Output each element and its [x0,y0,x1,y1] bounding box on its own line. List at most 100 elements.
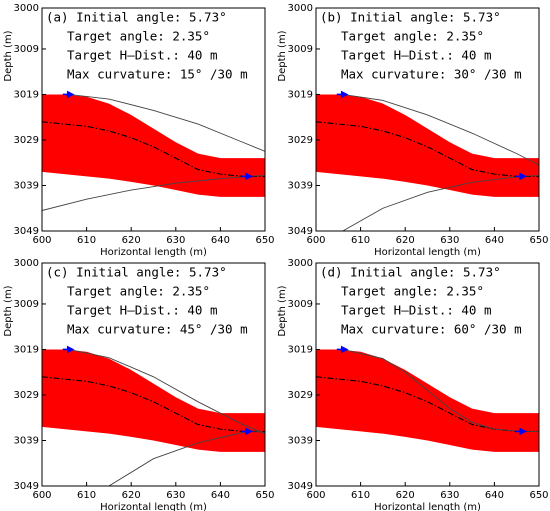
y-tick-label: 3009 [288,299,313,310]
x-tick-label: 650 [255,490,274,501]
y-tick-label: 3039 [14,435,39,446]
reservoir-band [42,94,265,197]
y-tick-label: 3039 [288,435,313,446]
y-axis-label: Depth (m) [3,30,14,81]
center-line [316,121,539,177]
annotation: Target angle: 2.35° [341,29,484,44]
annotation: Target H—Dist.: 40 m [67,303,218,318]
trajectory [108,430,265,486]
annotation: Target angle: 2.35° [67,284,210,299]
annotation: (c) Initial angle: 5.73° [46,265,227,280]
x-tick-label: 630 [440,235,459,246]
x-tick-label: 650 [529,490,548,501]
y-tick-label: 3029 [288,390,313,401]
x-tick-label: 630 [440,490,459,501]
x-tick-label: 600 [32,490,51,501]
x-tick-label: 640 [485,235,504,246]
x-tick-label: 620 [396,490,415,501]
x-tick-label: 650 [255,235,274,246]
y-tick-label: 3009 [14,44,39,55]
x-tick-label: 640 [211,490,230,501]
x-tick-label: 610 [351,490,370,501]
x-axis-label: Horizontal length (m) [374,247,481,258]
plot-area [42,90,265,211]
x-axis-label: Horizontal length (m) [100,502,207,511]
y-axis-label: Depth (m) [277,285,288,336]
y-tick-label: 3039 [288,180,313,191]
y-tick-label: 3009 [288,44,313,55]
y-tick-label: 3039 [14,180,39,191]
plot-frame [41,7,266,232]
annotation: Max curvature: 60° /30 m [341,322,522,337]
y-tick-label: 3019 [288,344,313,355]
reservoir-band [42,349,265,452]
trajectory [342,349,539,432]
annotation: Target angle: 2.35° [67,29,210,44]
x-tick-label: 610 [351,235,370,246]
y-tick-label: 3019 [288,89,313,100]
arrow-marker [336,90,349,99]
arrow-marker [62,345,75,354]
y-tick-label: 3049 [14,226,39,237]
x-tick-label: 620 [396,235,415,246]
y-axis-label: Depth (m) [3,285,14,336]
annotation: Target H—Dist.: 40 m [341,48,492,63]
x-tick-label: 610 [77,490,96,501]
arrow-marker [62,90,75,99]
arrow-marker [241,427,253,436]
y-tick-label: 3049 [14,481,39,492]
y-tick-label: 3000 [288,258,313,269]
y-tick-label: 3000 [14,258,39,269]
arrow-marker [515,172,527,181]
y-tick-label: 3029 [14,390,39,401]
y-tick-label: 3049 [288,226,313,237]
x-tick-label: 600 [306,490,325,501]
reservoir-band [316,349,539,452]
plot-frame [41,262,266,487]
plot-area [42,345,265,486]
x-axis-label: Horizontal length (m) [100,247,207,258]
annotation: (a) Initial angle: 5.73° [46,10,227,25]
center-line [42,121,265,177]
arrow-marker [241,172,253,181]
x-tick-label: 600 [306,235,325,246]
arrow-marker [336,345,349,354]
y-axis-label: Depth (m) [277,30,288,81]
x-tick-label: 640 [485,490,504,501]
annotation: Target H—Dist.: 40 m [341,303,492,318]
arrow-marker [515,427,527,436]
annotation: (d) Initial angle: 5.73° [320,265,501,280]
plot-area [316,90,539,231]
center-line [316,376,539,432]
x-tick-label: 650 [529,235,548,246]
y-tick-label: 3019 [14,344,39,355]
x-tick-label: 600 [32,235,51,246]
annotation: Target angle: 2.35° [341,284,484,299]
y-tick-label: 3000 [14,3,39,14]
plot-area [316,345,539,452]
annotation: Max curvature: 45° /30 m [67,322,248,337]
annotation: Max curvature: 15° /30 m [67,67,248,82]
y-tick-label: 3000 [288,3,313,14]
y-tick-label: 3029 [288,135,313,146]
center-line [42,376,265,432]
x-axis-label: Horizontal length (m) [374,502,481,511]
y-tick-label: 3049 [288,481,313,492]
plot-frame [315,262,540,487]
x-tick-label: 640 [211,235,230,246]
y-tick-label: 3029 [14,135,39,146]
reservoir-band [316,94,539,197]
annotation: (b) Initial angle: 5.73° [320,10,501,25]
plot-frame [315,7,540,232]
trajectory [68,94,265,152]
x-tick-label: 630 [166,490,185,501]
trajectory [342,94,539,166]
annotation: Max curvature: 30° /30 m [341,67,522,82]
annotation: Target H—Dist.: 40 m [67,48,218,63]
y-tick-label: 3019 [14,89,39,100]
y-tick-label: 3009 [14,299,39,310]
x-tick-label: 630 [166,235,185,246]
x-tick-label: 610 [77,235,96,246]
x-tick-label: 620 [122,490,141,501]
